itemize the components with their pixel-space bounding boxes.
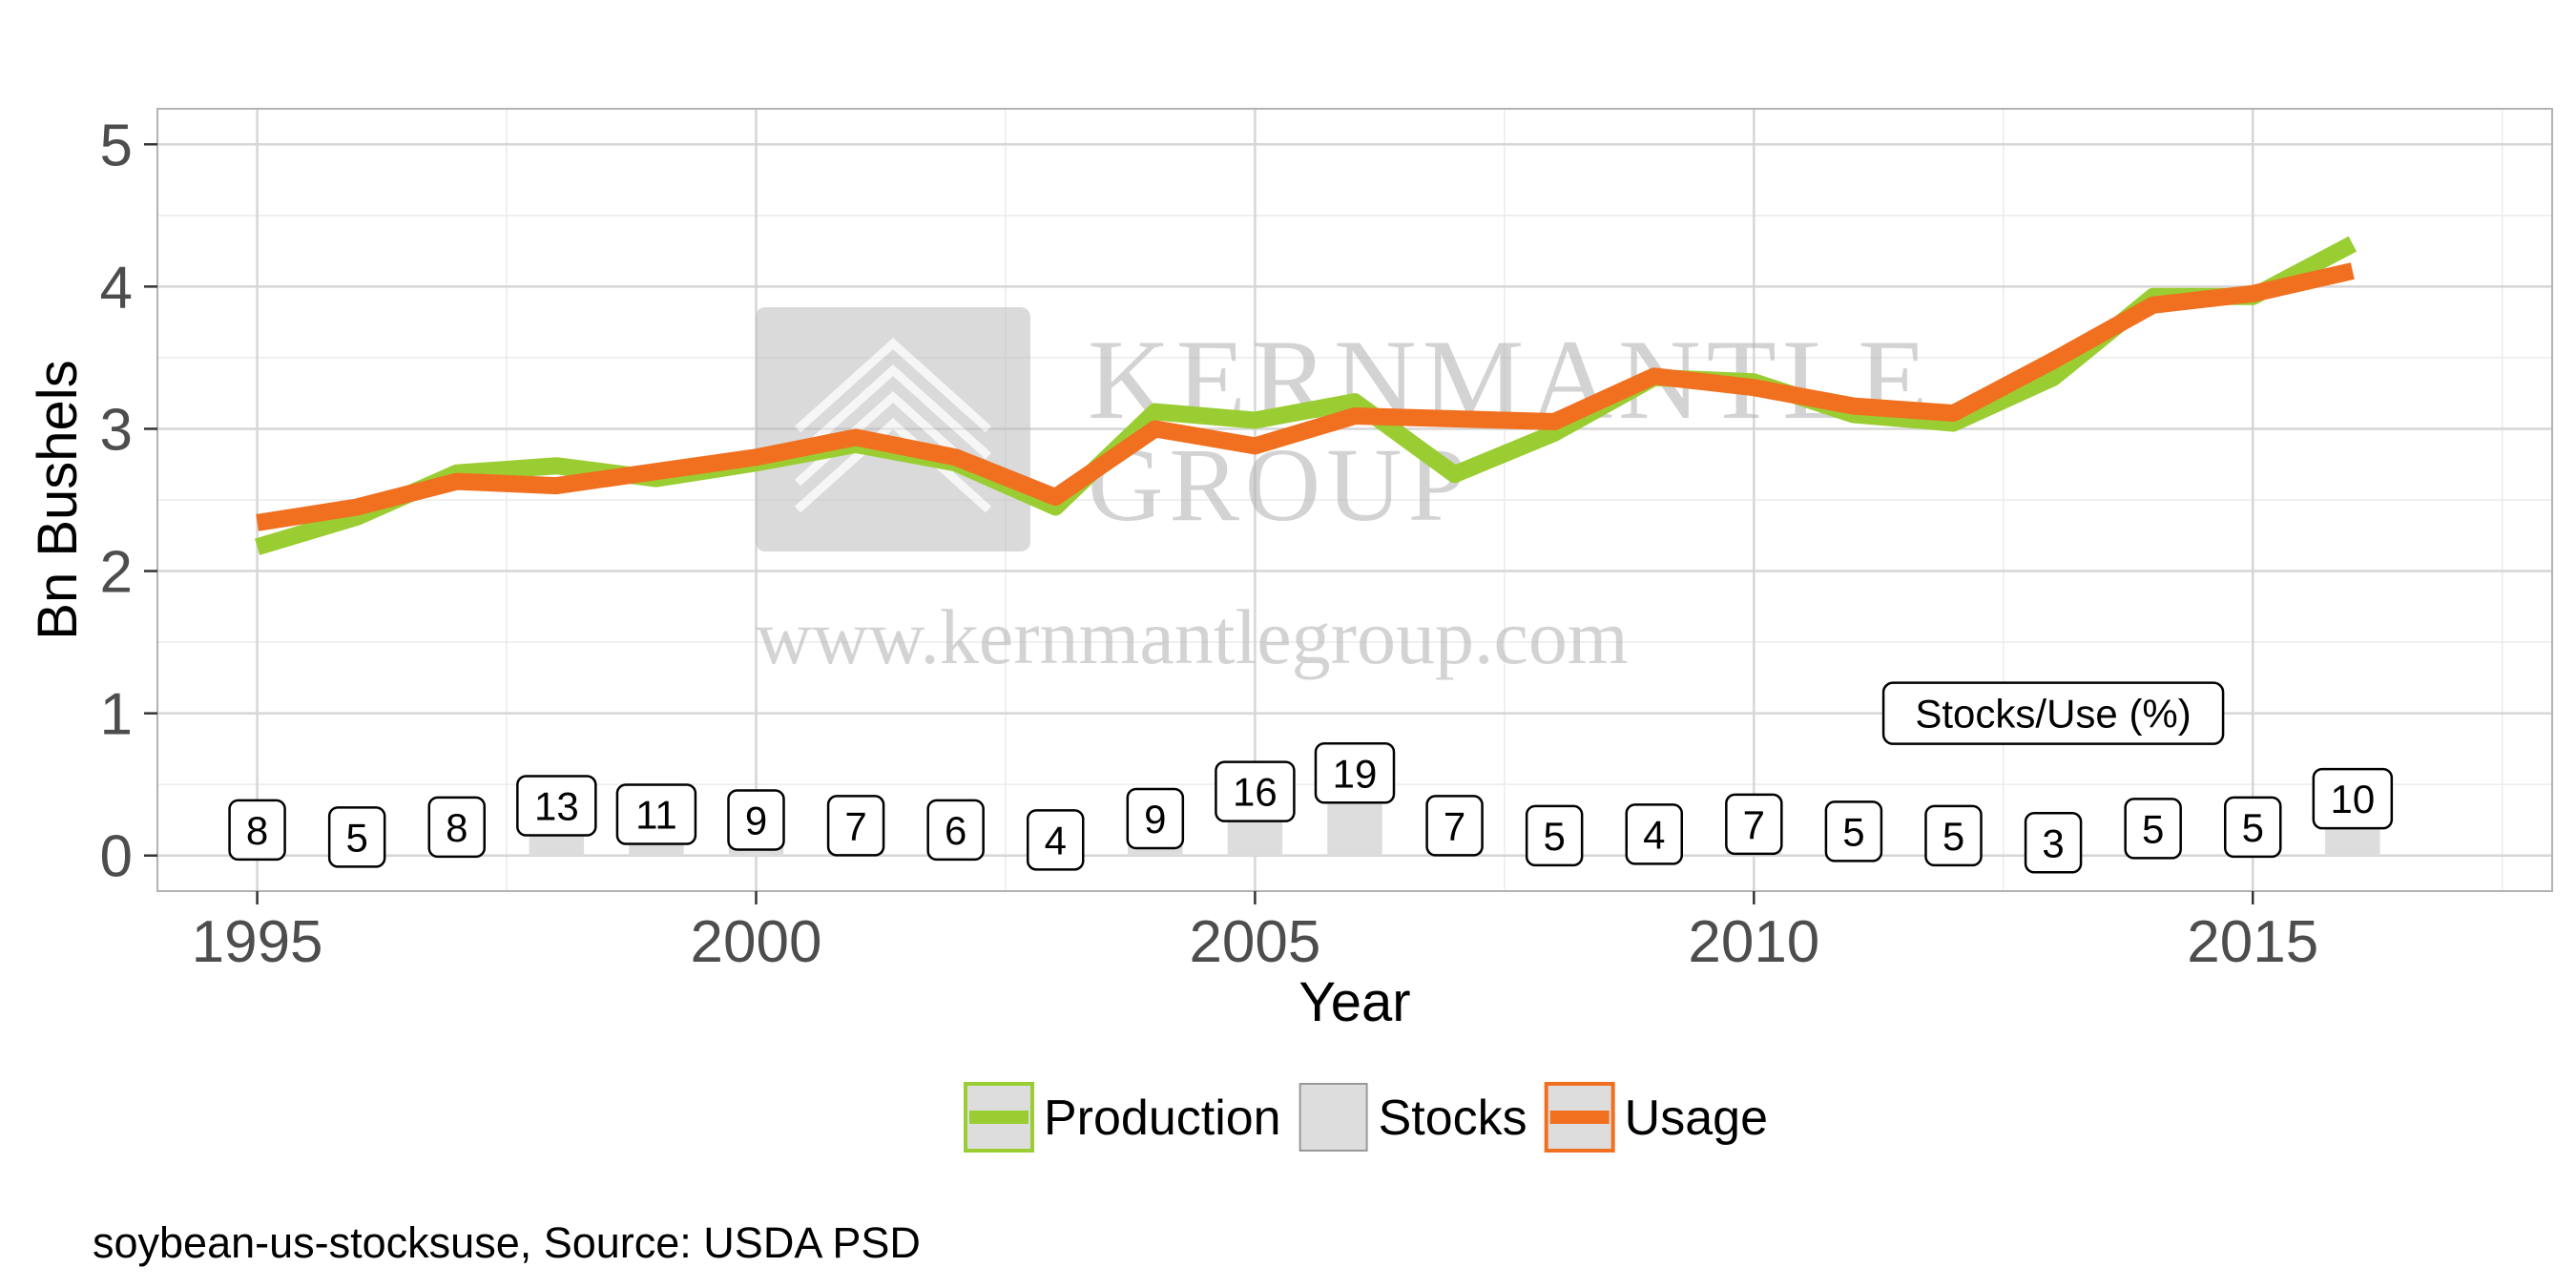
stocks-use-label-box bbox=[228, 799, 286, 862]
legend-label-usage: Usage bbox=[1625, 1091, 1768, 1146]
caption: soybean-us-stocksuse, Source: USDA PSD bbox=[93, 1218, 921, 1267]
stocks-use-label: 16 bbox=[1215, 760, 1296, 822]
series-lines bbox=[255, 236, 2358, 555]
stocks-use-label-box bbox=[1625, 803, 1683, 865]
stocks-use-label: 5 bbox=[1924, 804, 1983, 867]
stocks-use-label-text: 7 bbox=[1444, 803, 1465, 848]
y-tick-label: 3 bbox=[100, 397, 133, 463]
x-tick-label: 2010 bbox=[1688, 909, 1819, 975]
stocks-use-label-text: 5 bbox=[2242, 805, 2264, 850]
stocks-use-label-text: 9 bbox=[745, 798, 767, 842]
stocks-use-label-text: 19 bbox=[1333, 751, 1378, 796]
stocks-use-label-box bbox=[826, 795, 885, 857]
legend-item-usage: Usage bbox=[1544, 1082, 1768, 1153]
watermark: KERNMANTLE GROUP www.kernmantlegroup.com bbox=[756, 307, 1928, 680]
x-axis-title: Year bbox=[1298, 971, 1410, 1033]
legend-label-production: Production bbox=[1044, 1091, 1281, 1146]
stocks-use-label: 7 bbox=[1425, 795, 1484, 857]
y-tick-label: 4 bbox=[100, 255, 133, 321]
stocks-use-label: 4 bbox=[1027, 809, 1085, 871]
y-axis-title: Bn Bushels bbox=[27, 360, 89, 639]
watermark-url: www.kernmantlegroup.com bbox=[756, 593, 1629, 680]
stocks-use-label-text: 7 bbox=[844, 803, 866, 848]
stocks-use-label-box bbox=[1027, 809, 1085, 871]
stocks-use-label-box bbox=[1725, 793, 1783, 856]
stocks-use-label: 4 bbox=[1625, 803, 1683, 865]
x-tick-label: 1995 bbox=[192, 909, 323, 975]
legend-key-stocks bbox=[1298, 1083, 1368, 1152]
stocks-use-label-text: 3 bbox=[2042, 821, 2064, 865]
annotation-box bbox=[1881, 681, 2225, 745]
stocks-use-label: 5 bbox=[1824, 800, 1883, 862]
stocks-use-label-text: 5 bbox=[2142, 806, 2164, 851]
y-tick-label: 5 bbox=[100, 113, 133, 178]
stocks-use-label-text: 5 bbox=[345, 815, 367, 860]
stocks-use-label-box bbox=[516, 775, 597, 837]
stocks-use-label-box bbox=[2224, 796, 2282, 859]
stocks-use-label-box bbox=[1425, 795, 1484, 857]
stocks-use-label-text: 10 bbox=[2330, 777, 2375, 821]
stocks-use-label-text: 11 bbox=[635, 792, 677, 837]
stocks-use-label-box bbox=[427, 796, 486, 859]
stocks-use-label-box bbox=[727, 789, 785, 851]
stocks-use-label-text: 5 bbox=[1842, 809, 1864, 854]
stocks-use-label-box bbox=[926, 799, 985, 862]
stocks-use-label: 8 bbox=[427, 796, 486, 859]
stocks-use-label: 5 bbox=[1525, 804, 1584, 867]
stocks-use-label-text: 5 bbox=[1942, 814, 1964, 859]
stocks-use-label-text: 8 bbox=[446, 805, 467, 850]
stocks-use-label: 7 bbox=[1725, 793, 1783, 856]
stocks-use-label: 19 bbox=[1314, 742, 1396, 804]
stocks-use-label: 5 bbox=[327, 806, 386, 868]
stocks-use-label-box bbox=[1824, 800, 1883, 862]
stocks-use-label-text: 8 bbox=[246, 808, 268, 853]
stocks-use-label: 11 bbox=[615, 783, 697, 845]
y-tick-label: 1 bbox=[100, 682, 133, 748]
stocks-use-label-box bbox=[615, 783, 697, 845]
stocks-use-label-box bbox=[2124, 798, 2182, 860]
x-tick-label: 2005 bbox=[1189, 909, 1320, 975]
stocks-use-label-box bbox=[327, 806, 386, 868]
annotation-text: Stocks/Use (%) bbox=[1915, 692, 2191, 737]
stocks-use-label-box bbox=[1215, 760, 1296, 822]
x-tick-label: 2000 bbox=[691, 909, 822, 975]
stocks-use-label-box bbox=[2024, 812, 2083, 874]
stocks-use-label-box bbox=[2312, 767, 2394, 830]
x-tick-label: 2015 bbox=[2187, 909, 2318, 975]
stocks-use-label-text: 7 bbox=[1743, 802, 1765, 847]
stocks-use-label: 9 bbox=[727, 789, 785, 851]
stocks-use-label: 5 bbox=[2124, 798, 2182, 860]
stocks-use-label-box bbox=[1314, 742, 1396, 804]
stocks-use-labels: 8 5 8 13 11 9 7 6 4 9 16 19 7 5 4 7 5 5 3 5 5 10 bbox=[228, 742, 2394, 874]
stocks-use-label: 9 bbox=[1126, 787, 1185, 850]
plot-panel-border bbox=[156, 108, 2553, 892]
stocks-use-label: 8 bbox=[228, 799, 286, 862]
stocks-use-label-box bbox=[1525, 804, 1584, 867]
legend-item-stocks: Stocks bbox=[1298, 1083, 1527, 1152]
stocks-use-label-text: 4 bbox=[1045, 818, 1067, 862]
stocks-use-label: 6 bbox=[926, 799, 985, 862]
legend-item-production: Production bbox=[964, 1082, 1281, 1153]
stocks-use-label: 13 bbox=[516, 775, 597, 837]
stocks-use-label-text: 5 bbox=[1543, 814, 1565, 859]
line-usage bbox=[256, 262, 2355, 531]
y-tick-label: 0 bbox=[100, 824, 133, 890]
stocks-use-label-text: 13 bbox=[534, 784, 579, 829]
stocks-use-label-text: 16 bbox=[1233, 770, 1278, 815]
stocks-use-label-box bbox=[1924, 804, 1983, 867]
stocks-use-label-box bbox=[1126, 787, 1185, 850]
stocks-use-label-text: 9 bbox=[1144, 797, 1166, 841]
stocks-use-label: 5 bbox=[2224, 796, 2282, 859]
y-tick-label: 2 bbox=[100, 540, 133, 606]
stocks-use-label-text: 4 bbox=[1643, 812, 1665, 857]
stocks-use-label: 7 bbox=[826, 795, 885, 857]
stocks-use-label: 3 bbox=[2024, 812, 2083, 874]
stocks-use-label: 10 bbox=[2312, 767, 2394, 830]
stocks-use-annotation: Stocks/Use (%) bbox=[1881, 681, 2225, 745]
legend-label-stocks: Stocks bbox=[1379, 1091, 1527, 1146]
legend: Production Stocks Usage bbox=[964, 1082, 1768, 1153]
stocks-use-label-text: 6 bbox=[945, 808, 966, 853]
